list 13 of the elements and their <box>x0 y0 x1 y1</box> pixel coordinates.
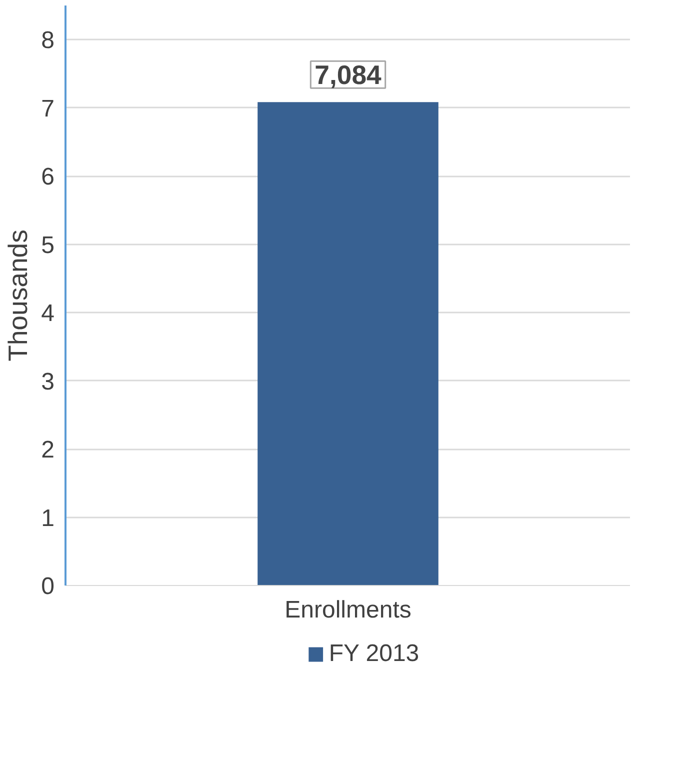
y-axis-title: Thousands <box>3 230 34 362</box>
x-tick-label: Enrollments <box>284 596 412 624</box>
text: 7,084 <box>314 60 382 90</box>
y-tick-label: 4 <box>41 300 55 328</box>
y-tick-label: 7 <box>41 95 55 122</box>
y-tick-label: 0 <box>41 573 55 600</box>
legend-label: FY 2013 <box>328 640 420 668</box>
y-tick-label: 6 <box>41 164 55 191</box>
y-tick-label: 8 <box>41 27 55 54</box>
y-tick-label: 5 <box>41 232 55 259</box>
y-tick-label: 2 <box>41 436 55 464</box>
y-tick-label: 3 <box>41 368 55 396</box>
y-tick-label: 1 <box>41 504 55 532</box>
